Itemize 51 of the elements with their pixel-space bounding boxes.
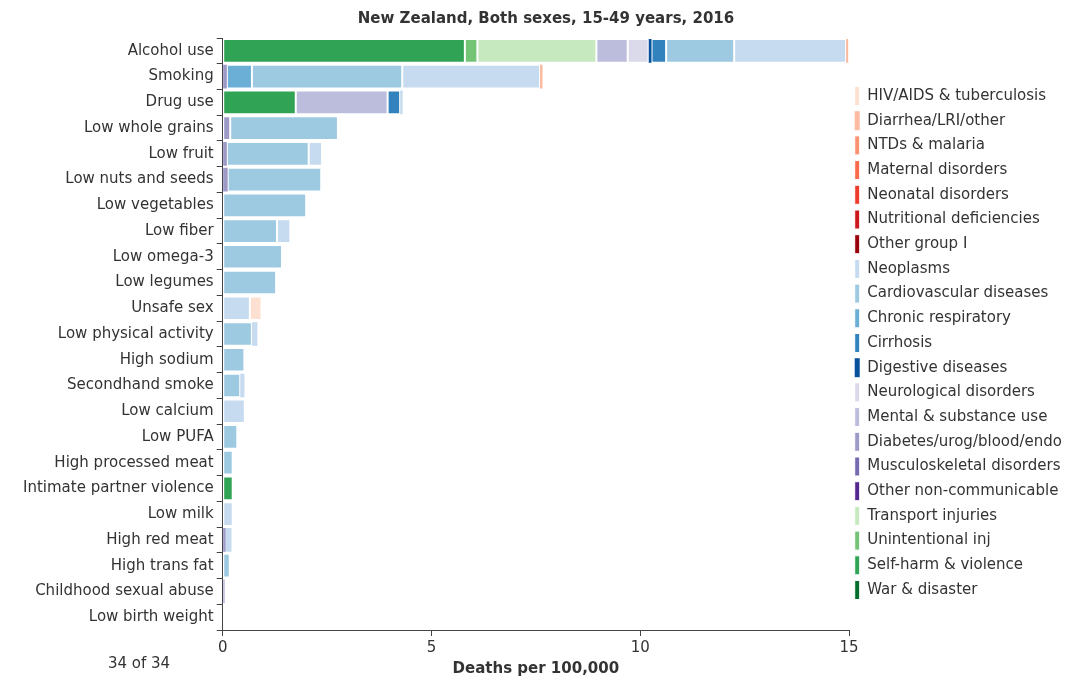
legend-label: Self-harm & violence: [867, 555, 1024, 574]
y-tick-label: Low PUFA: [141, 426, 215, 445]
y-tick-label: High trans fat: [110, 555, 214, 574]
chart-title: New Zealand, Both sexes, 15-49 years, 2016: [357, 8, 735, 27]
legend-label: Maternal disorders: [867, 159, 1008, 178]
legend-label: Neurological disorders: [867, 382, 1036, 401]
y-tick-label: Childhood sexual abuse: [35, 581, 214, 600]
y-tick-label: Alcohol use: [127, 40, 214, 59]
x-tick-label: 10: [630, 637, 650, 656]
legend-label: Digestive diseases: [867, 357, 1008, 376]
legend-label: NTDs & malaria: [867, 135, 985, 154]
y-tick-label: Low calcium: [121, 401, 214, 420]
y-tick-label: High red meat: [106, 529, 214, 548]
x-tick-label: 0: [217, 637, 228, 656]
legend-label: Nutritional deficiencies: [867, 209, 1041, 228]
y-tick-label: Drug use: [145, 92, 214, 111]
legend-label: Diarrhea/LRI/other: [867, 110, 1006, 129]
legend-label: Neoplasms: [867, 258, 951, 277]
text: 34 of 34: [108, 654, 171, 673]
legend-label: Other non-communicable: [867, 481, 1059, 500]
legend-label: Mental & substance use: [867, 406, 1048, 425]
y-tick-label: Low legumes: [115, 272, 214, 291]
legend-label: Neonatal disorders: [867, 184, 1010, 203]
x-axis-title: Deaths per 100,000: [452, 658, 620, 677]
legend-label: Diabetes/urog/blood/endo: [867, 431, 1063, 450]
legend-label: Unintentional inj: [867, 530, 991, 549]
legend-label: Cardiovascular diseases: [867, 283, 1049, 302]
y-tick-label: High processed meat: [54, 452, 214, 471]
x-tick-label: 15: [839, 637, 859, 656]
legend-label: Transport injuries: [866, 505, 998, 524]
y-tick-label: Low milk: [147, 504, 214, 523]
legend-label: Musculoskeletal disorders: [867, 456, 1061, 475]
y-tick-label: Low omega-3: [112, 246, 214, 265]
y-tick-label: Secondhand smoke: [67, 375, 214, 394]
legend-label: Chronic respiratory: [867, 308, 1012, 327]
y-tick-label: Unsafe sex: [131, 298, 214, 317]
y-tick-label: Low fruit: [148, 143, 214, 162]
y-tick-label: Low fiber: [145, 220, 215, 239]
x-tick-label: 5: [426, 637, 437, 656]
legend-label: War & disaster: [867, 579, 979, 598]
legend-label: Other group I: [867, 234, 968, 253]
y-tick-label: Low birth weight: [88, 607, 214, 626]
y-tick-label: Low nuts and seeds: [65, 169, 214, 188]
legend-label: Cirrhosis: [867, 332, 933, 351]
y-tick-label: Smoking: [148, 66, 214, 85]
y-tick-label: Low whole grains: [83, 117, 214, 136]
y-tick-label: Low vegetables: [96, 195, 214, 214]
y-tick-label: Low physical activity: [57, 323, 214, 342]
legend-label: HIV/AIDS & tuberculosis: [867, 85, 1047, 104]
y-tick-label: Intimate partner violence: [22, 478, 214, 497]
y-tick-label: High sodium: [119, 349, 214, 368]
